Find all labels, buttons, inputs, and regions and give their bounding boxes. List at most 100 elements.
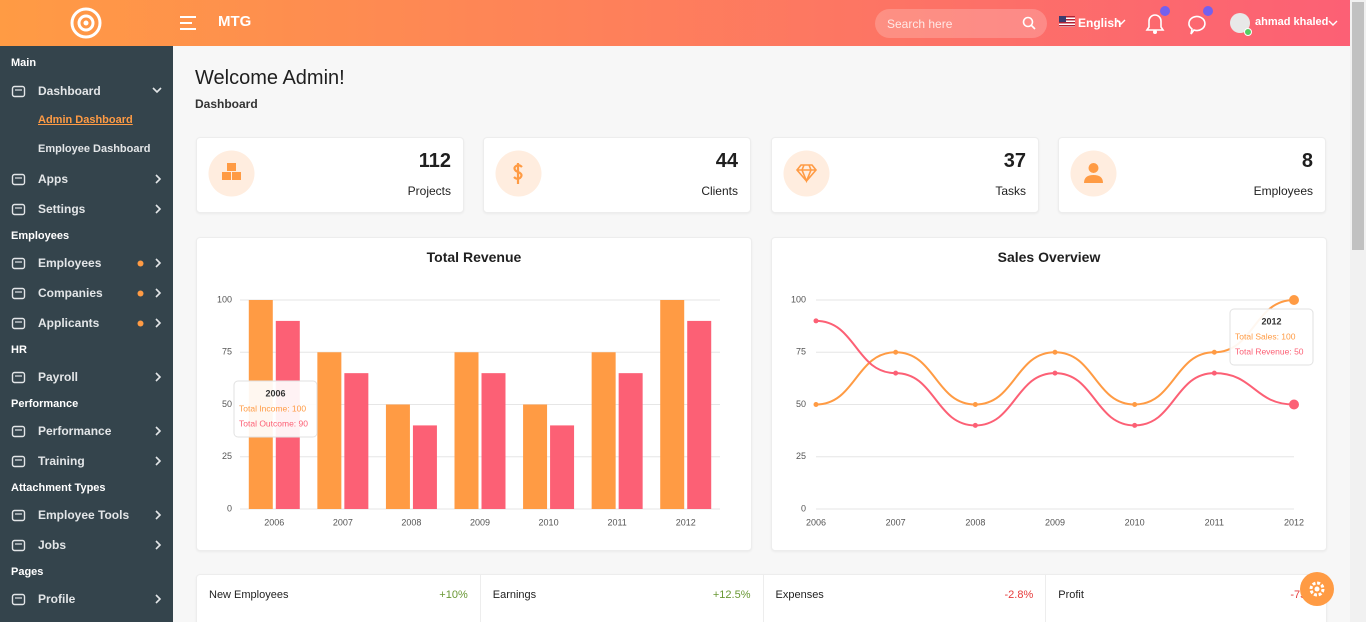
sidebar-item[interactable]: Jobs (0, 530, 173, 560)
summary-row: New Employees +10% Earnings +12.5% Expenses -… (196, 574, 1327, 622)
sidebar-item[interactable]: Employees (0, 248, 173, 278)
item-icon (11, 539, 26, 552)
summary-label: Expenses (775, 589, 824, 601)
item-label: Employee Tools (38, 508, 130, 522)
sidebar-item[interactable]: Performance (0, 416, 173, 446)
stat-label: Projects (407, 184, 451, 198)
stat-card: 37 Tasks (771, 137, 1039, 213)
chart-title: Total Revenue (426, 249, 522, 265)
chevron (155, 288, 162, 298)
summary-card: New Employees +10% (197, 575, 480, 622)
stat-icon (208, 150, 255, 197)
stat-label: Clients (701, 184, 738, 198)
stat-value: 37 (1003, 150, 1026, 172)
chevron (155, 372, 162, 382)
stat-label: Employees (1253, 184, 1313, 198)
messages[interactable] (1185, 6, 1215, 36)
notifications[interactable] (1143, 6, 1173, 36)
item-label: Applicants (38, 316, 100, 330)
chevron (155, 510, 162, 520)
item-icon (11, 509, 26, 522)
chevron (155, 204, 162, 214)
header: MTG Search here English ahmad khaled (0, 0, 1350, 46)
item-label: Settings (38, 202, 86, 216)
summary-change: +10% (439, 589, 468, 601)
item-dot (137, 290, 144, 297)
summary-label: New Employees (209, 589, 289, 601)
summary-change: +12.5% (712, 589, 751, 601)
stat-value: 44 (715, 150, 738, 172)
sidebar-section: HR (11, 344, 27, 356)
item-icon (11, 371, 26, 384)
item-label: Performance (38, 424, 112, 438)
search-box[interactable]: Search here (875, 9, 1047, 38)
item-label: Employees (38, 256, 102, 270)
summary-label: Earnings (492, 589, 537, 601)
sidebar: Main Dashboard Admin Dashboard Employee Das… (0, 46, 173, 622)
item-label: Payroll (38, 370, 79, 384)
chevron (155, 594, 162, 604)
stat-card: 44 Clients (483, 137, 751, 213)
item-icon (11, 203, 26, 216)
chevron (155, 174, 162, 184)
sidebar-item[interactable]: Companies (0, 278, 173, 308)
brand: MTG (218, 13, 252, 30)
sidebar-section: Main (11, 57, 37, 69)
sidebar-subitem[interactable]: Admin Dashboard (38, 114, 133, 126)
breadcrumb: Dashboard (195, 97, 258, 111)
sidebar-item[interactable]: Payroll (0, 362, 173, 392)
item-label: Training (38, 454, 85, 468)
menu-toggle[interactable] (180, 16, 196, 30)
item-label: Jobs (38, 538, 67, 552)
summary-change: -2.8% (1004, 589, 1034, 601)
sidebar-item[interactable]: Dashboard (0, 76, 173, 106)
stat-card: 8 Employees (1058, 137, 1326, 213)
chart-card: Total Revenue (196, 237, 752, 551)
sidebar-section: Performance (11, 398, 79, 410)
page-title: Welcome Admin! (195, 67, 345, 89)
item-icon (11, 455, 26, 468)
summary-card: Expenses -2.8% (762, 575, 1046, 622)
item-icon (11, 317, 26, 330)
stat-icon (1070, 150, 1117, 197)
logo[interactable] (70, 7, 102, 39)
item-icon (11, 85, 26, 98)
chevron (155, 456, 162, 466)
sidebar-section: Employees (11, 230, 70, 242)
stat-icon (495, 150, 542, 197)
settings-button[interactable] (1299, 571, 1335, 607)
sidebar-item[interactable]: Profile (0, 584, 173, 614)
stat-label: Tasks (995, 184, 1026, 198)
item-dot (137, 320, 144, 327)
language[interactable]: English (1078, 16, 1122, 30)
item-label: Apps (38, 172, 68, 186)
stat-card: 112 Projects (196, 137, 464, 213)
item-dot (137, 260, 144, 267)
scrollbar-thumb[interactable] (1352, 2, 1364, 250)
item-icon (11, 173, 26, 186)
user-name[interactable]: ahmad khaled (1255, 16, 1329, 28)
sidebar-item[interactable]: Employee Tools (0, 500, 173, 530)
item-icon (11, 593, 26, 606)
summary-card: Earnings +12.5% (479, 575, 763, 622)
sidebar-item[interactable]: Settings (0, 194, 173, 224)
avatar[interactable] (1229, 12, 1253, 38)
chevron (152, 87, 162, 94)
sidebar-item[interactable]: Training (0, 446, 173, 476)
chevron (155, 318, 162, 328)
sidebar-section: Pages (11, 566, 44, 578)
chevron (155, 258, 162, 268)
item-label: Dashboard (38, 84, 101, 98)
stat-icon (783, 150, 830, 197)
item-icon (11, 287, 26, 300)
item-icon (11, 425, 26, 438)
caret (1116, 19, 1126, 25)
flag (1059, 16, 1075, 27)
sidebar-subitem[interactable]: Employee Dashboard (38, 143, 151, 155)
sidebar-item[interactable]: Applicants (0, 308, 173, 338)
chevron (155, 426, 162, 436)
summary-card: Profit-75% (1045, 575, 1328, 622)
caret (1328, 20, 1338, 26)
sidebar-item[interactable]: Apps (0, 164, 173, 194)
